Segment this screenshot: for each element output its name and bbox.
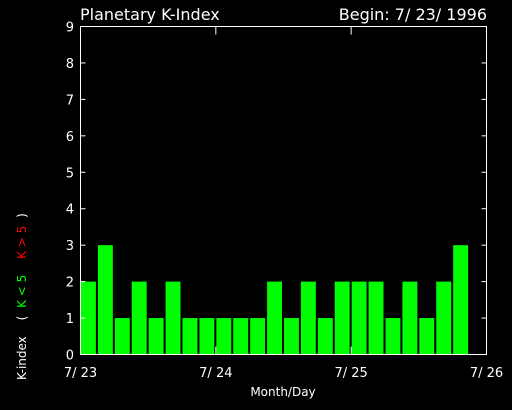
y-axis-label-open: (	[15, 316, 29, 321]
y-tick-label: 2	[66, 276, 74, 291]
bar	[300, 281, 316, 355]
y-tick-label: 3	[66, 239, 74, 254]
bar	[148, 318, 164, 355]
begin-date-label: Begin: 7/ 23/ 1996	[339, 5, 487, 24]
bars-group	[81, 245, 469, 355]
y-tick-label: 6	[66, 130, 74, 145]
y-axis-label: K-index ( K < 5 K > 5 )	[15, 213, 29, 380]
bar	[131, 281, 147, 355]
bar	[334, 281, 350, 355]
bar	[114, 318, 130, 355]
bar	[351, 281, 367, 355]
x-tick-label: 7/ 25	[335, 366, 368, 381]
y-axis-label-prefix: K-index	[15, 336, 29, 380]
y-axis-label-low: K < 5	[15, 275, 29, 308]
bar	[199, 318, 215, 355]
svg-text:K-index ( K < 5: K-index ( K < 5 K > 5 )	[15, 213, 29, 380]
bar	[385, 318, 401, 355]
y-tick-label: 1	[66, 312, 74, 327]
x-tick-label: 7/ 24	[199, 366, 232, 381]
bar	[165, 281, 181, 355]
bar	[284, 318, 299, 355]
bar	[368, 281, 384, 355]
y-tick-label: 9	[66, 21, 74, 36]
bar	[81, 281, 96, 355]
bar	[182, 318, 198, 355]
y-axis-label-high: K > 5	[15, 226, 29, 259]
bar	[216, 318, 232, 355]
bar	[97, 245, 113, 355]
x-tick-label: 7/ 23	[64, 366, 97, 381]
x-ticks-group: 7/ 23 7/ 24 7/ 25 7/ 26	[64, 26, 503, 381]
x-axis-label: Month/Day	[250, 385, 315, 399]
y-tick-label: 4	[66, 203, 74, 218]
plot-frame	[80, 26, 487, 355]
bar	[267, 281, 282, 355]
bar	[233, 318, 249, 355]
bar	[436, 281, 452, 355]
y-tick-label: 7	[66, 93, 74, 108]
bar	[419, 318, 435, 355]
bar	[317, 318, 333, 355]
bar	[453, 245, 469, 355]
y-tick-label: 5	[66, 166, 74, 181]
y-ticks-group: 0 1 2 3 4 5 6 7 8 9	[66, 21, 487, 364]
chart-title: Planetary K-Index	[80, 5, 220, 24]
bar	[402, 281, 418, 355]
y-axis-label-close: )	[15, 213, 29, 218]
bar	[250, 318, 266, 355]
y-tick-label: 8	[66, 57, 74, 72]
x-tick-label: 7/ 26	[470, 366, 503, 381]
y-tick-label: 0	[66, 349, 74, 364]
